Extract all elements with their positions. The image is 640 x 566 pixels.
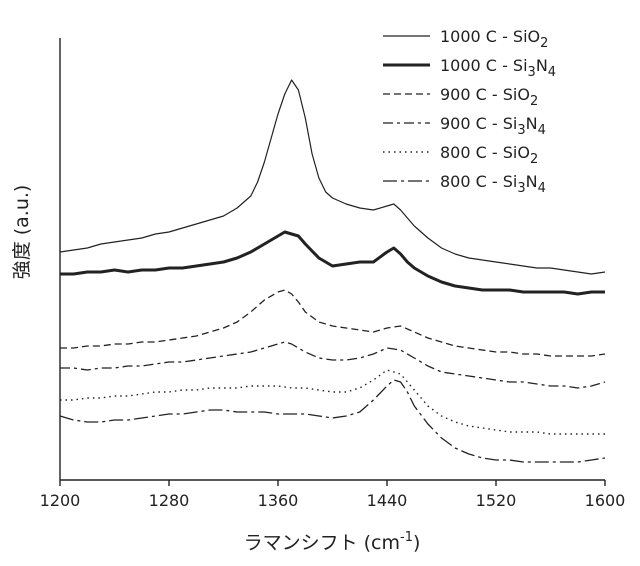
series-line-2 — [60, 230, 605, 296]
x-tick-label-1600: 1600 — [585, 491, 626, 510]
x-tick-label-1200: 1200 — [40, 491, 81, 510]
series-line-4 — [60, 341, 606, 389]
x-tick-label-1520: 1520 — [476, 491, 517, 510]
chart-legend: 1000 C - SiO2 1000 C - Si3N4 900 C - SiO2 9… — [383, 27, 556, 196]
y-axis-title: 強度 (a.u.) — [11, 185, 33, 280]
legend-label-4: 900 C - Si3N4 — [440, 114, 546, 138]
x-axis-title: ラマンシフト (cm-1) — [244, 530, 421, 554]
chart-axes — [59, 38, 605, 481]
series-line-1 — [59, 79, 606, 275]
legend-label-1: 1000 C - SiO2 — [440, 27, 548, 51]
series-group — [59, 79, 606, 463]
legend-label-2: 1000 C - Si3N4 — [440, 56, 556, 80]
x-tick-label-1360: 1360 — [258, 491, 299, 510]
legend-label-6: 800 C - Si3N4 — [440, 172, 546, 196]
x-tick-label-1440: 1440 — [367, 491, 408, 510]
series-line-5 — [60, 369, 605, 435]
series-line-6 — [59, 379, 606, 463]
legend-label-5: 800 C - SiO2 — [440, 143, 538, 167]
x-tick-group: 1200 1280 1360 1440 1520 1600 — [40, 480, 626, 510]
legend-label-3: 900 C - SiO2 — [440, 85, 538, 109]
x-tick-label-1280: 1280 — [149, 491, 190, 510]
series-line-3 — [60, 289, 606, 357]
